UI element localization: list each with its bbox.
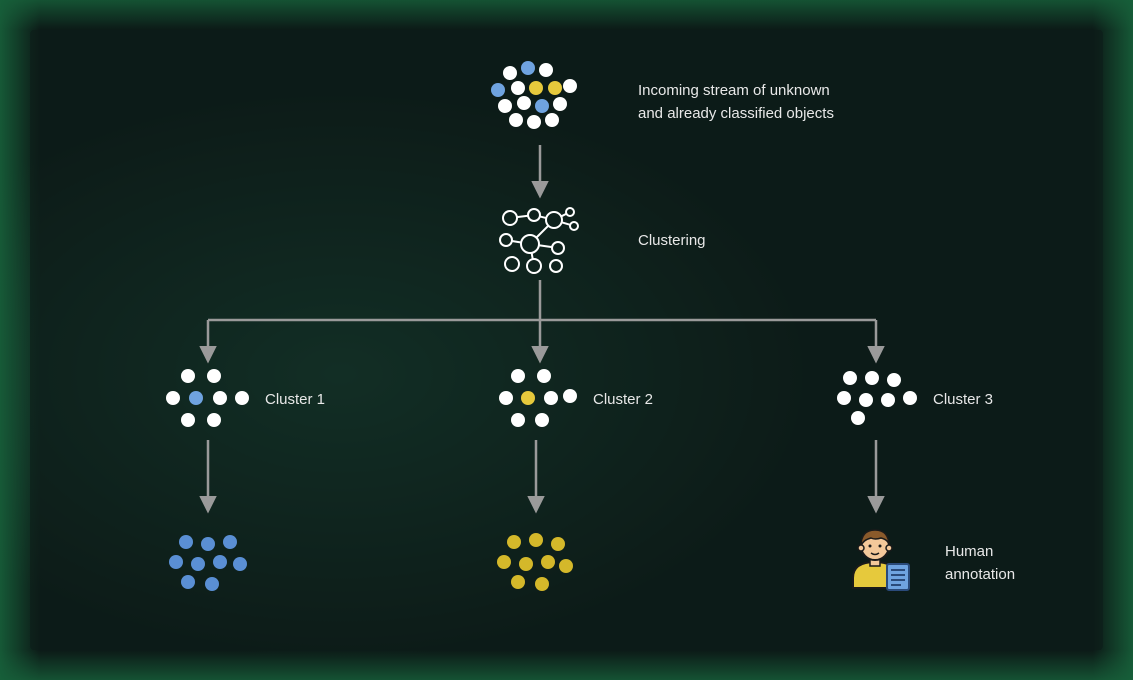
dot xyxy=(529,81,543,95)
dot xyxy=(503,66,517,80)
dot xyxy=(535,413,549,427)
dot xyxy=(189,391,203,405)
dot xyxy=(843,371,857,385)
dot xyxy=(181,413,195,427)
dot xyxy=(497,555,511,569)
dot xyxy=(548,81,562,95)
dot xyxy=(511,413,525,427)
dot xyxy=(545,113,559,127)
dot xyxy=(865,371,879,385)
dot xyxy=(213,555,227,569)
dot xyxy=(509,113,523,127)
dot xyxy=(498,99,512,113)
dot xyxy=(851,411,865,425)
dot xyxy=(201,537,215,551)
dot xyxy=(529,533,543,547)
dot xyxy=(553,97,567,111)
dot xyxy=(507,535,521,549)
dot xyxy=(181,575,195,589)
dot xyxy=(169,555,183,569)
dot xyxy=(207,413,221,427)
dot xyxy=(166,391,180,405)
dot xyxy=(551,537,565,551)
dot xyxy=(535,99,549,113)
dot xyxy=(563,79,577,93)
dot xyxy=(859,393,873,407)
dot xyxy=(887,373,901,387)
dot xyxy=(511,369,525,383)
dot xyxy=(521,391,535,405)
dot xyxy=(233,557,247,571)
dot xyxy=(541,555,555,569)
dot xyxy=(563,389,577,403)
dot xyxy=(881,393,895,407)
diagram-canvas: Incoming stream of unknown and already c… xyxy=(0,0,1133,680)
dot xyxy=(205,577,219,591)
dot xyxy=(519,557,533,571)
dot xyxy=(191,557,205,571)
dot xyxy=(179,535,193,549)
dot xyxy=(539,63,553,77)
dot xyxy=(223,535,237,549)
dot xyxy=(213,391,227,405)
dot xyxy=(511,81,525,95)
dot xyxy=(207,369,221,383)
dot xyxy=(235,391,249,405)
dot xyxy=(535,577,549,591)
dot xyxy=(511,575,525,589)
dot xyxy=(837,391,851,405)
dot xyxy=(559,559,573,573)
dot xyxy=(181,369,195,383)
dot xyxy=(537,369,551,383)
dot xyxy=(527,115,541,129)
dot xyxy=(499,391,513,405)
dot xyxy=(521,61,535,75)
dot xyxy=(544,391,558,405)
dot xyxy=(517,96,531,110)
dot xyxy=(903,391,917,405)
dot xyxy=(491,83,505,97)
